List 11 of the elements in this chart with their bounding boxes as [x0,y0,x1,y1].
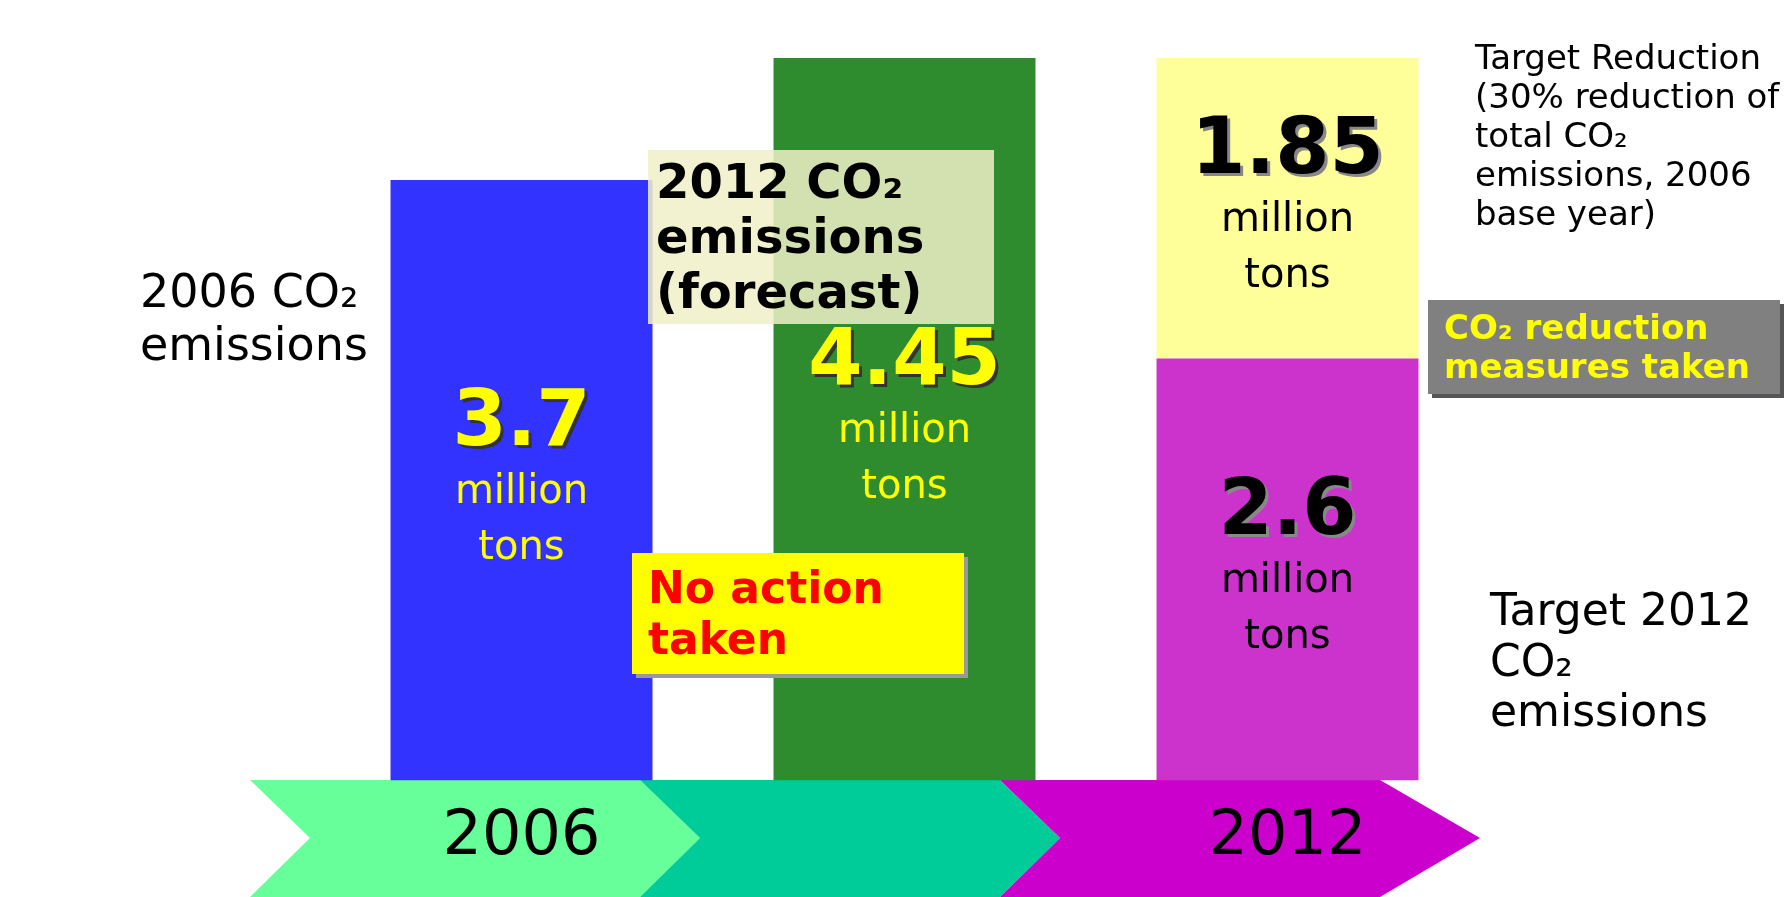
series-label: 2012 CO₂ emissions (forecast) [648,150,994,324]
series-label: Target 2012 CO₂ emissions [1490,584,1754,737]
x-tick-label: 2012 [1208,795,1367,869]
data-label: 2.6 million tons [1218,461,1357,657]
annotation: No action taken [632,553,964,675]
annotation: CO₂ reduction measures taken [1428,300,1780,395]
data-label: 1.85 million tons [1191,100,1384,296]
series-label: Target Reduction (30% reduction of total CO₂ emissions, 2006 base year) [1475,37,1781,234]
x-tick-label: 2006 [442,795,601,869]
data-label: 3.7 million tons [452,372,591,568]
series-label: 2006 CO₂ emissions [140,264,369,371]
